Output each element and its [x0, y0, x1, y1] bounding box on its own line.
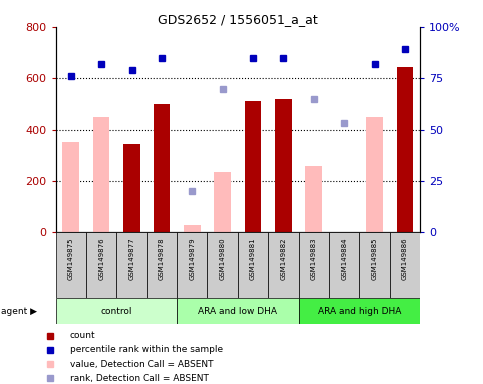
Text: GSM149886: GSM149886 — [402, 238, 408, 280]
Text: GSM149877: GSM149877 — [128, 238, 135, 280]
Title: GDS2652 / 1556051_a_at: GDS2652 / 1556051_a_at — [158, 13, 318, 26]
Text: percentile rank within the sample: percentile rank within the sample — [70, 345, 223, 354]
FancyBboxPatch shape — [147, 232, 177, 298]
Text: GSM149879: GSM149879 — [189, 238, 195, 280]
FancyBboxPatch shape — [177, 232, 208, 298]
Bar — [184, 225, 200, 232]
Bar — [154, 104, 170, 232]
Text: GSM149885: GSM149885 — [371, 238, 378, 280]
Text: GSM149875: GSM149875 — [68, 238, 74, 280]
FancyBboxPatch shape — [116, 232, 147, 298]
Text: GSM149881: GSM149881 — [250, 238, 256, 280]
Bar — [305, 166, 322, 232]
Text: value, Detection Call = ABSENT: value, Detection Call = ABSENT — [70, 359, 213, 369]
Text: GSM149880: GSM149880 — [220, 238, 226, 280]
Text: GSM149884: GSM149884 — [341, 238, 347, 280]
Text: rank, Detection Call = ABSENT: rank, Detection Call = ABSENT — [70, 374, 209, 383]
FancyBboxPatch shape — [208, 232, 238, 298]
Text: control: control — [100, 306, 132, 316]
Bar — [214, 172, 231, 232]
FancyBboxPatch shape — [268, 232, 298, 298]
Bar — [62, 142, 79, 232]
Text: ARA and high DHA: ARA and high DHA — [318, 306, 401, 316]
Text: GSM149878: GSM149878 — [159, 238, 165, 280]
FancyBboxPatch shape — [359, 232, 390, 298]
Text: agent ▶: agent ▶ — [1, 307, 37, 316]
Text: count: count — [70, 331, 96, 340]
Bar — [93, 117, 110, 232]
FancyBboxPatch shape — [329, 232, 359, 298]
FancyBboxPatch shape — [298, 232, 329, 298]
Text: GSM149876: GSM149876 — [98, 238, 104, 280]
Bar — [245, 101, 261, 232]
Bar — [123, 144, 140, 232]
Text: GSM149882: GSM149882 — [281, 238, 286, 280]
Bar — [366, 117, 383, 232]
FancyBboxPatch shape — [390, 232, 420, 298]
FancyBboxPatch shape — [238, 232, 268, 298]
FancyBboxPatch shape — [56, 298, 177, 324]
FancyBboxPatch shape — [56, 232, 86, 298]
FancyBboxPatch shape — [298, 298, 420, 324]
Bar — [275, 99, 292, 232]
Text: GSM149883: GSM149883 — [311, 238, 317, 280]
FancyBboxPatch shape — [86, 232, 116, 298]
FancyBboxPatch shape — [177, 298, 298, 324]
Bar — [397, 67, 413, 232]
Text: ARA and low DHA: ARA and low DHA — [199, 306, 277, 316]
